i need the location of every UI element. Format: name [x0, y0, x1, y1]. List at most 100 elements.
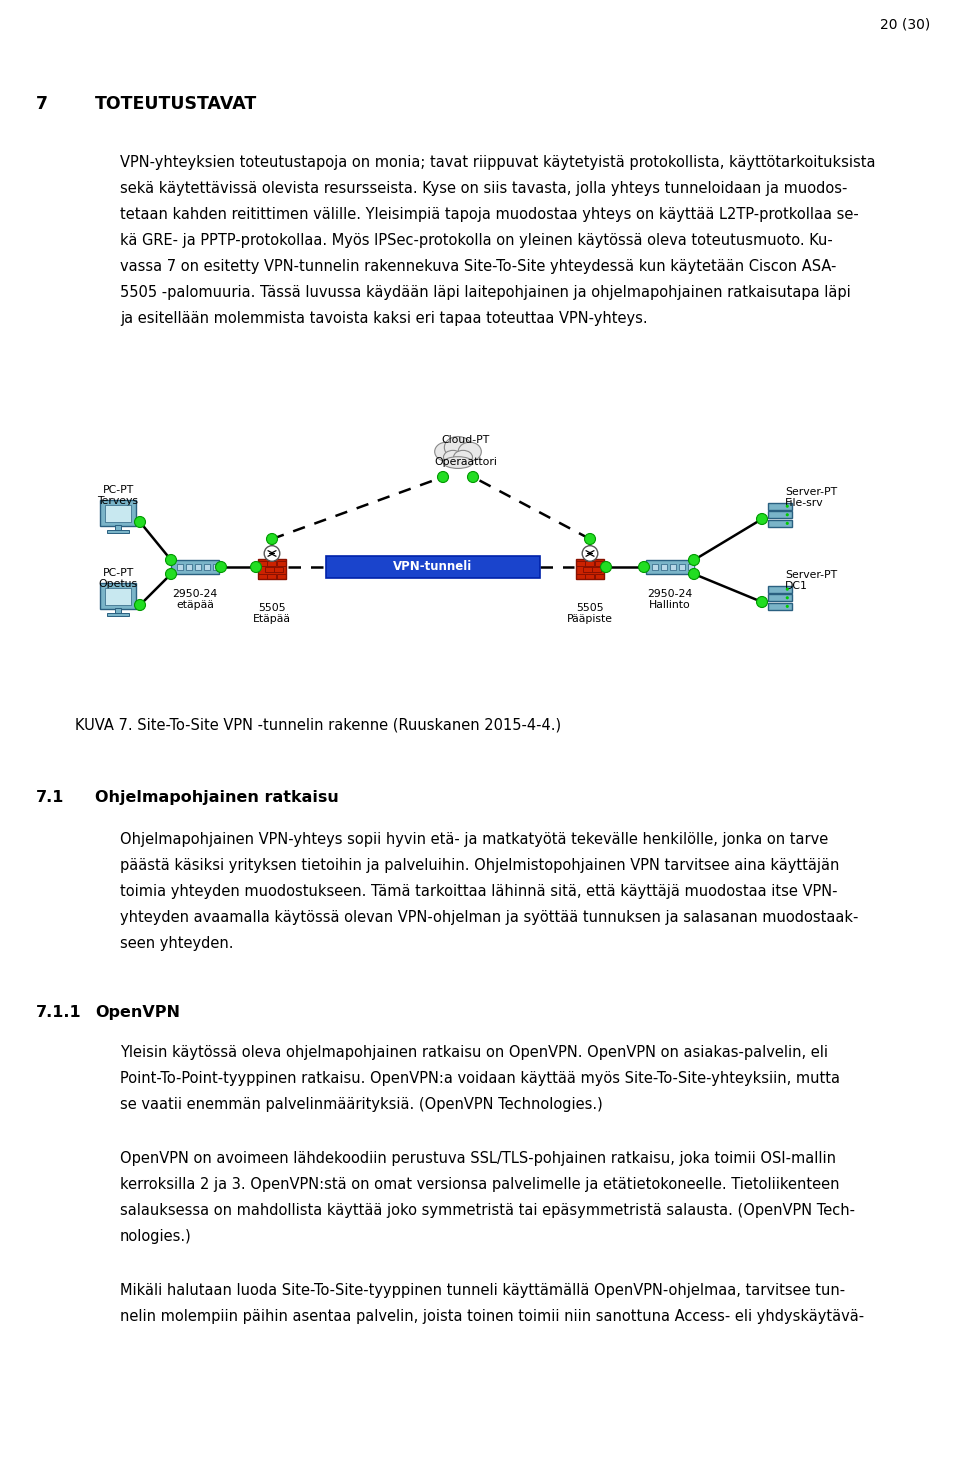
Ellipse shape [444, 450, 463, 464]
Text: nologies.): nologies.) [120, 1229, 192, 1244]
Bar [213, 564, 220, 570]
Text: VPN-tunneli: VPN-tunneli [394, 561, 472, 574]
Circle shape [785, 521, 789, 526]
Text: vassa 7 on esitetty VPN-tunnelin rakennekuva Site-To-Site yhteydessä kun käytetä: vassa 7 on esitetty VPN-tunnelin rakenne… [120, 259, 836, 274]
Bar [586, 574, 594, 578]
Bar [576, 574, 585, 578]
Circle shape [165, 555, 177, 565]
Circle shape [267, 533, 277, 545]
Bar [100, 583, 136, 608]
Bar [768, 520, 792, 527]
Circle shape [785, 596, 789, 599]
Circle shape [785, 505, 789, 508]
Circle shape [165, 568, 177, 580]
Bar [105, 505, 132, 523]
Text: 5505: 5505 [258, 604, 286, 612]
Bar [267, 561, 276, 565]
Bar [186, 564, 192, 570]
Text: Point-To-Point-tyyppinen ratkaisu. OpenVPN:a voidaan käyttää myös Site-To-Site-y: Point-To-Point-tyyppinen ratkaisu. OpenV… [120, 1072, 840, 1086]
Text: 7.1.1: 7.1.1 [36, 1005, 82, 1020]
Text: OpenVPN on avoimeen lähdekoodiin perustuva SSL/TLS-pohjainen ratkaisu, joka toim: OpenVPN on avoimeen lähdekoodiin perustu… [120, 1151, 836, 1166]
Ellipse shape [444, 456, 472, 468]
Text: salauksessa on mahdollista käyttää joko symmetristä tai epäsymmetristä salausta.: salauksessa on mahdollista käyttää joko … [120, 1203, 855, 1217]
Bar [100, 500, 136, 526]
Text: DC1: DC1 [785, 581, 808, 590]
Text: Terveys: Terveys [98, 496, 138, 506]
Bar [592, 567, 601, 573]
Text: Opetus: Opetus [99, 578, 137, 589]
Bar [768, 511, 792, 518]
Text: etäpää: etäpää [176, 601, 214, 609]
Text: Hallinto: Hallinto [649, 601, 691, 609]
Text: kä GRE- ja PPTP-protokollaa. Myös IPSec-protokolla on yleinen käytössä oleva tot: kä GRE- ja PPTP-protokollaa. Myös IPSec-… [120, 233, 832, 247]
Circle shape [438, 471, 448, 483]
Text: OpenVPN: OpenVPN [95, 1005, 180, 1020]
Bar [688, 564, 694, 570]
Text: Ohjelmapohjainen VPN-yhteys sopii hyvin etä- ja matkatyötä tekevälle henkilölle,: Ohjelmapohjainen VPN-yhteys sopii hyvin … [120, 832, 828, 846]
Text: Etäpää: Etäpää [253, 614, 291, 624]
Text: PC-PT: PC-PT [103, 568, 133, 578]
Bar [646, 561, 694, 574]
Text: Server-PT: Server-PT [785, 570, 837, 580]
Bar [108, 530, 129, 533]
Bar [265, 567, 274, 573]
Text: Server-PT: Server-PT [785, 487, 837, 498]
Bar [105, 589, 132, 605]
Text: Yleisin käytössä oleva ohjelmapohjainen ratkaisu on OpenVPN. OpenVPN on asiakas-: Yleisin käytössä oleva ohjelmapohjainen … [120, 1045, 828, 1060]
Circle shape [688, 568, 700, 580]
Circle shape [264, 546, 279, 561]
Bar [275, 567, 283, 573]
Bar [267, 574, 276, 578]
Bar [595, 561, 604, 565]
Bar [576, 561, 585, 565]
Bar [257, 574, 267, 578]
Bar [204, 564, 210, 570]
Text: VPN-yhteyksien toteutustapoja on monia; tavat riippuvat käytetyistä protokollist: VPN-yhteyksien toteutustapoja on monia; … [120, 155, 876, 169]
Bar [326, 556, 540, 578]
Text: Mikäli halutaan luoda Site-To-Site-tyyppinen tunneli käyttämällä OpenVPN-ohjelma: Mikäli halutaan luoda Site-To-Site-tyypp… [120, 1284, 845, 1298]
Bar [595, 574, 604, 578]
Text: 5505: 5505 [576, 604, 604, 612]
Text: ja esitellään molemmista tavoista kaksi eri tapaa toteuttaa VPN-yhteys.: ja esitellään molemmista tavoista kaksi … [120, 311, 648, 325]
Bar [257, 561, 267, 565]
Ellipse shape [458, 442, 481, 461]
Text: seen yhteyden.: seen yhteyden. [120, 936, 233, 951]
Bar [195, 564, 202, 570]
Text: 7.1: 7.1 [36, 790, 64, 805]
Circle shape [468, 471, 478, 483]
Circle shape [688, 555, 700, 565]
Text: 2950-24: 2950-24 [173, 589, 218, 599]
Bar [768, 595, 792, 602]
Bar [680, 564, 685, 570]
Text: Operaattori: Operaattori [435, 456, 497, 467]
Bar [661, 564, 667, 570]
Bar [768, 586, 792, 593]
Bar [257, 559, 286, 580]
Circle shape [215, 561, 227, 573]
Text: 7: 7 [36, 96, 48, 113]
Text: tetaan kahden reitittimen välille. Yleisimpiä tapoja muodostaa yhteys on käyttää: tetaan kahden reitittimen välille. Yleis… [120, 208, 859, 222]
Text: se vaatii enemmän palvelinmäärityksiä. (OpenVPN Technologies.): se vaatii enemmän palvelinmäärityksiä. (… [120, 1097, 603, 1111]
Text: PC-PT: PC-PT [103, 484, 133, 495]
Text: Pääpiste: Pääpiste [567, 614, 613, 624]
Bar [768, 602, 792, 609]
Text: 20 (30): 20 (30) [879, 18, 930, 32]
Circle shape [638, 561, 650, 573]
Circle shape [582, 546, 598, 561]
Ellipse shape [453, 450, 472, 464]
Bar [276, 561, 286, 565]
Circle shape [785, 605, 789, 608]
Text: TOTEUTUSTAVAT: TOTEUTUSTAVAT [95, 96, 257, 113]
Circle shape [756, 514, 767, 524]
Bar [670, 564, 676, 570]
Ellipse shape [444, 437, 471, 458]
Circle shape [134, 599, 146, 611]
Bar [115, 526, 121, 530]
Bar [583, 567, 591, 573]
Text: File-srv: File-srv [785, 498, 824, 508]
Text: päästä käsiksi yrityksen tietoihin ja palveluihin. Ohjelmistopohjainen VPN tarvi: päästä käsiksi yrityksen tietoihin ja pa… [120, 858, 839, 873]
Bar [576, 559, 604, 580]
Text: toimia yhteyden muodostukseen. Tämä tarkoittaa lähinnä sitä, että käyttäjä muodo: toimia yhteyden muodostukseen. Tämä tark… [120, 885, 837, 899]
Circle shape [785, 587, 789, 590]
Circle shape [134, 517, 146, 527]
